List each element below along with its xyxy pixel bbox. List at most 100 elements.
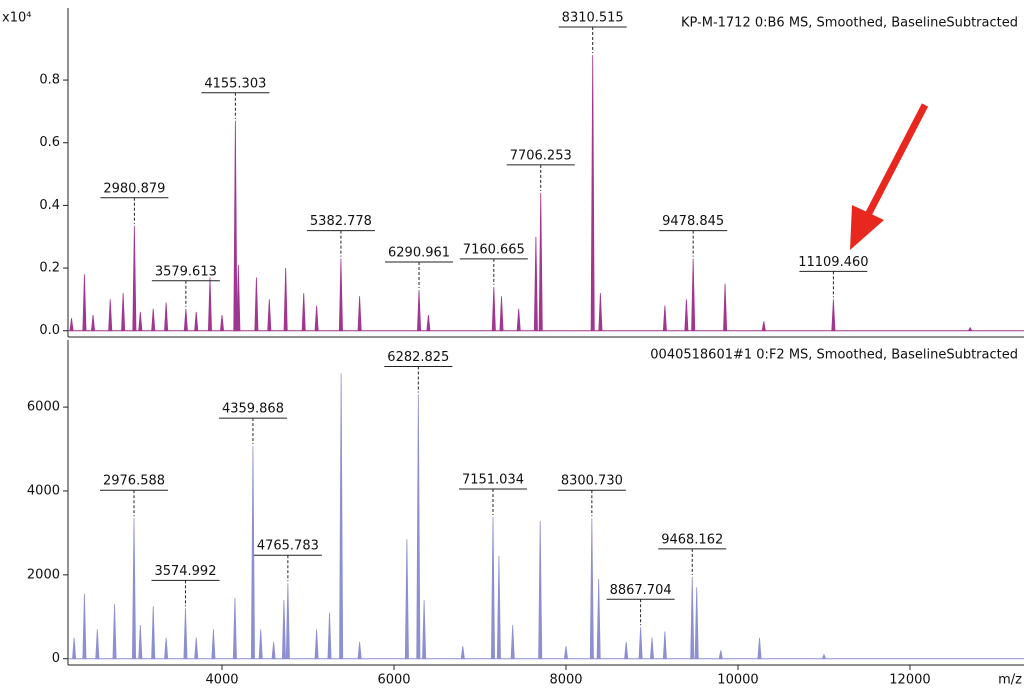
peak-label: 5382.778 [310, 214, 372, 229]
peak [327, 612, 332, 660]
peak [967, 326, 973, 332]
peak [426, 315, 431, 332]
peak-label: 8867.704 [610, 583, 672, 598]
peak [691, 258, 696, 332]
peak [357, 296, 362, 332]
peak [164, 637, 169, 660]
peak [422, 599, 427, 660]
peak-label: 9478.845 [662, 214, 724, 229]
x-tick-label: 8000 [549, 673, 582, 688]
y-tick-label: 0.8 [39, 73, 60, 88]
peak [460, 646, 465, 660]
peak [538, 521, 543, 660]
peak-label: 3574.992 [154, 564, 216, 579]
peak [194, 311, 199, 332]
peak-label: 9468.162 [661, 532, 723, 547]
peak [108, 299, 113, 332]
peak [496, 555, 501, 660]
peak [250, 446, 255, 660]
panel-title: 0040518601#1 0:F2 MS, Smoothed, Baseline… [650, 348, 1018, 363]
peak-label: 7706.253 [510, 148, 572, 163]
peak [723, 283, 728, 332]
peak-label: 8300.730 [561, 474, 623, 489]
peak [662, 631, 667, 660]
peak [563, 646, 569, 660]
peak [761, 321, 766, 332]
y-tick-label: 0.2 [39, 261, 60, 276]
peak [314, 629, 319, 660]
y-tick-label: 0 [52, 651, 60, 666]
peak [132, 225, 137, 332]
peak [132, 518, 137, 660]
x-axis-label: m/z [998, 673, 1022, 688]
peak [151, 308, 156, 332]
x-tick-label: 4000 [205, 673, 238, 688]
peak [690, 576, 695, 660]
peak-label: 7160.665 [463, 242, 525, 257]
peak-label: 4155.303 [204, 76, 266, 91]
peak [267, 299, 272, 332]
peak [649, 637, 655, 660]
y-tick-label: 6000 [27, 400, 60, 415]
peak [72, 637, 77, 660]
peak [533, 236, 538, 332]
peak [417, 289, 422, 332]
y-tick-label: 4000 [27, 483, 60, 498]
peak [82, 274, 87, 332]
peak [831, 299, 836, 332]
peak [662, 305, 667, 332]
peak [490, 516, 495, 660]
peak [596, 579, 601, 660]
peak-label: 7151.034 [462, 472, 524, 487]
peak [271, 641, 276, 660]
peak [491, 286, 496, 332]
peak [757, 637, 762, 660]
peak [232, 597, 237, 660]
peak [211, 629, 216, 660]
peak [510, 625, 515, 660]
peak-label: 6282.825 [387, 350, 449, 365]
peak [151, 606, 156, 660]
peak [301, 293, 306, 332]
peak [314, 305, 319, 332]
peak [694, 587, 699, 660]
peak [281, 599, 286, 660]
peak [258, 629, 263, 660]
peak [138, 311, 143, 332]
peak [112, 604, 117, 660]
peak [254, 277, 259, 332]
peak [121, 293, 126, 332]
peak [589, 518, 594, 660]
peak [718, 650, 723, 660]
peak-label: 2980.879 [103, 181, 165, 196]
x-tick-label: 10000 [717, 673, 758, 688]
peak [499, 296, 504, 332]
peak [82, 593, 87, 660]
peak [684, 299, 689, 332]
peak [538, 192, 543, 332]
peak [90, 315, 96, 332]
peak-label: 4765.783 [257, 539, 319, 554]
panel-title: KP-M-1712 0:B6 MS, Smoothed, BaselineSub… [681, 16, 1018, 31]
peak [404, 539, 409, 660]
peak [207, 277, 212, 332]
peak [183, 608, 188, 660]
peak-label: 11109.460 [798, 255, 868, 270]
arrow-shaft [864, 103, 929, 217]
x-tick-label: 12000 [889, 673, 930, 688]
peak-label: 4359.868 [222, 402, 284, 417]
peak [638, 627, 643, 660]
peak [285, 583, 290, 660]
red-arrow [850, 103, 929, 250]
peak [183, 308, 188, 332]
peak-label: 8310.515 [562, 11, 624, 26]
peak [338, 258, 343, 332]
peak [219, 315, 225, 332]
peak-label: 2976.588 [103, 474, 165, 489]
peak [164, 302, 169, 332]
peak [69, 318, 74, 332]
y-tick-label: 0.6 [39, 135, 60, 150]
peak [624, 641, 629, 660]
peak [236, 264, 241, 332]
